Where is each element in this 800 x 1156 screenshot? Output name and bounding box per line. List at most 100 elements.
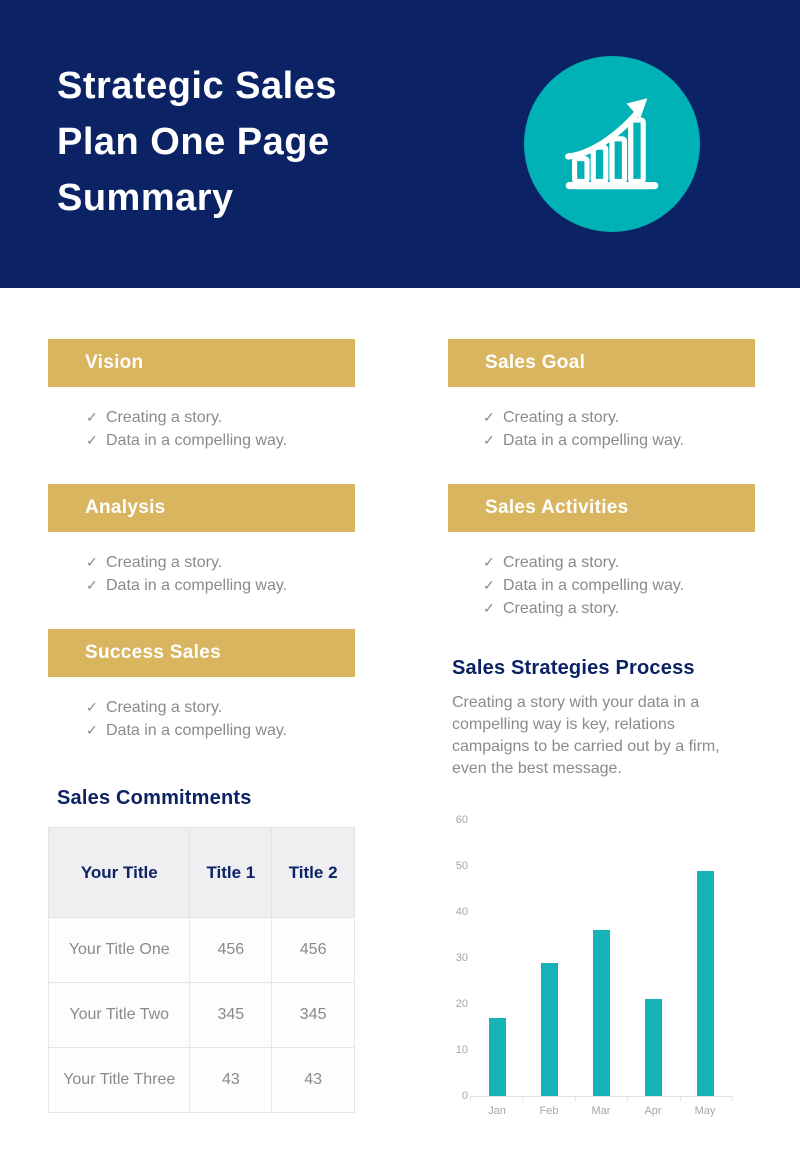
check-icon: ✓ — [86, 577, 98, 593]
bullet-text: Creating a story. — [503, 554, 620, 571]
y-axis-tick-label: 20 — [455, 998, 468, 1010]
bullet-item: ✓ Creating a story. — [483, 597, 684, 620]
sales-goal-bullet-list: ✓ Creating a story. ✓ Data in a compelling … — [483, 406, 684, 452]
chart-bar-mar — [592, 930, 610, 1096]
table-cell: 43 — [189, 1047, 273, 1113]
check-icon: ✓ — [86, 554, 98, 570]
section-title: Analysis — [85, 497, 166, 518]
header-banner: Strategic Sales Plan One Page Summary — [0, 0, 800, 288]
x-axis-category-label: May — [694, 1105, 716, 1117]
section-title: Success Sales — [85, 642, 221, 663]
section-header-analysis: Analysis — [48, 484, 355, 532]
x-axis-category-label: Feb — [539, 1105, 559, 1117]
check-icon: ✓ — [86, 699, 98, 715]
bullet-text: Data in a compelling way. — [503, 432, 685, 449]
bullet-text: Creating a story. — [503, 600, 620, 617]
page-title-line: Strategic Sales — [57, 65, 337, 107]
bullet-text: Creating a story. — [503, 409, 620, 426]
sales-bar-chart: 0 10 20 30 40 50 60 Jan Feb Mar Apr May — [448, 810, 755, 1130]
bullet-item: ✓ Data in a compelling way. — [86, 574, 287, 597]
bullet-text: Creating a story. — [106, 554, 223, 571]
x-axis-tick-mark — [574, 1097, 576, 1101]
y-axis-tick-label: 30 — [455, 952, 468, 964]
bullet-item: ✓ Data in a compelling way. — [483, 574, 684, 597]
y-axis-tick-label: 10 — [455, 1044, 468, 1056]
table-column-header: Title 2 — [271, 827, 355, 918]
bullet-item: ✓ Data in a compelling way. — [483, 429, 684, 452]
section-title: Sales Goal — [485, 352, 586, 373]
table-cell: 456 — [271, 917, 355, 983]
growth-chart-icon — [524, 56, 700, 232]
table-cell: 345 — [189, 982, 273, 1048]
commitments-table-body: Your Title One 456 456 Your Title Two 345 345… — [47, 917, 355, 1113]
x-axis-category-label: Jan — [488, 1105, 506, 1117]
section-title: Vision — [85, 352, 144, 373]
check-icon: ✓ — [483, 577, 495, 593]
y-axis-tick-label: 50 — [455, 860, 468, 872]
check-icon: ✓ — [483, 409, 495, 425]
section-header-success-sales: Success Sales — [48, 629, 355, 677]
bullet-item: ✓ Creating a story. — [86, 696, 287, 719]
bullet-item: ✓ Data in a compelling way. — [86, 719, 287, 742]
bullet-item: ✓ Creating a story. — [483, 551, 684, 574]
check-icon: ✓ — [86, 722, 98, 738]
x-axis-tick-mark — [522, 1097, 524, 1101]
analysis-bullet-list: ✓ Creating a story. ✓ Data in a compelling … — [86, 551, 287, 597]
table-cell: 456 — [189, 917, 273, 983]
vision-bullet-list: ✓ Creating a story. ✓ Data in a compelling … — [86, 406, 287, 452]
success-sales-bullet-list: ✓ Creating a story. ✓ Data in a compelling … — [86, 696, 287, 742]
bullet-text: Creating a story. — [106, 699, 223, 716]
table-cell: Your Title Two — [47, 982, 191, 1048]
bullet-item: ✓ Creating a story. — [483, 406, 684, 429]
strategies-paragraph: Creating a story with your data in a com… — [452, 694, 720, 777]
page-title-line: Plan One Page — [57, 121, 330, 163]
chart-bar-jan — [488, 1017, 506, 1096]
sales-activities-bullet-list: ✓ Creating a story. ✓ Data in a compelling … — [483, 551, 684, 620]
bullet-item: ✓ Creating a story. — [86, 551, 287, 574]
bullet-text: Data in a compelling way. — [106, 432, 288, 449]
section-header-sales-activities: Sales Activities — [448, 484, 755, 532]
table-cell: 43 — [271, 1047, 355, 1113]
commitments-table-head: Your Title Title 1 Title 2 — [47, 827, 355, 918]
section-header-sales-goal: Sales Goal — [448, 339, 755, 387]
table-header-row: Your Title Title 1 Title 2 — [47, 827, 355, 918]
table-row: Your Title Three 43 43 — [47, 1047, 355, 1113]
page-title-line: Summary — [57, 177, 234, 219]
page-title: Strategic Sales Plan One Page Summary — [57, 58, 337, 226]
section-header-vision: Vision — [48, 339, 355, 387]
y-axis-tick-label: 60 — [455, 814, 468, 826]
check-icon: ✓ — [86, 432, 98, 448]
section-title: Sales Activities — [485, 497, 629, 518]
table-row: Your Title Two 345 345 — [47, 982, 355, 1048]
x-axis-tick-mark — [470, 1097, 471, 1101]
table-row: Your Title One 456 456 — [47, 917, 355, 983]
y-axis-tick-label: 40 — [455, 906, 468, 918]
x-axis-tick-mark — [627, 1097, 629, 1101]
x-axis-tick-mark — [679, 1097, 681, 1101]
table-cell: Your Title Three — [47, 1047, 191, 1113]
x-axis-line — [470, 1096, 732, 1097]
bullet-text: Data in a compelling way. — [503, 577, 685, 594]
bullet-text: Creating a story. — [106, 409, 223, 426]
table-cell: 345 — [271, 982, 355, 1048]
y-axis-tick-label: 0 — [461, 1090, 468, 1102]
check-icon: ✓ — [483, 554, 495, 570]
x-axis-category-label: Apr — [644, 1105, 662, 1117]
check-icon: ✓ — [86, 409, 98, 425]
table-column-header: Title 1 — [189, 827, 273, 918]
commitments-heading: Sales Commitments — [57, 787, 252, 809]
check-icon: ✓ — [483, 432, 495, 448]
strategies-heading: Sales Strategies Process — [452, 657, 695, 679]
chart-bar-feb — [540, 962, 558, 1096]
chart-bar-may — [696, 870, 714, 1096]
commitments-table: Your Title Title 1 Title 2 Your Title One 4… — [47, 827, 355, 1113]
bullet-item: ✓ Data in a compelling way. — [86, 429, 287, 452]
bullet-text: Data in a compelling way. — [106, 722, 288, 739]
table-column-header: Your Title — [47, 827, 191, 918]
bullet-text: Data in a compelling way. — [106, 577, 288, 594]
x-axis-tick-mark — [732, 1097, 733, 1101]
chart-bar-apr — [644, 999, 662, 1096]
table-cell: Your Title One — [47, 917, 191, 983]
check-icon: ✓ — [483, 600, 495, 616]
